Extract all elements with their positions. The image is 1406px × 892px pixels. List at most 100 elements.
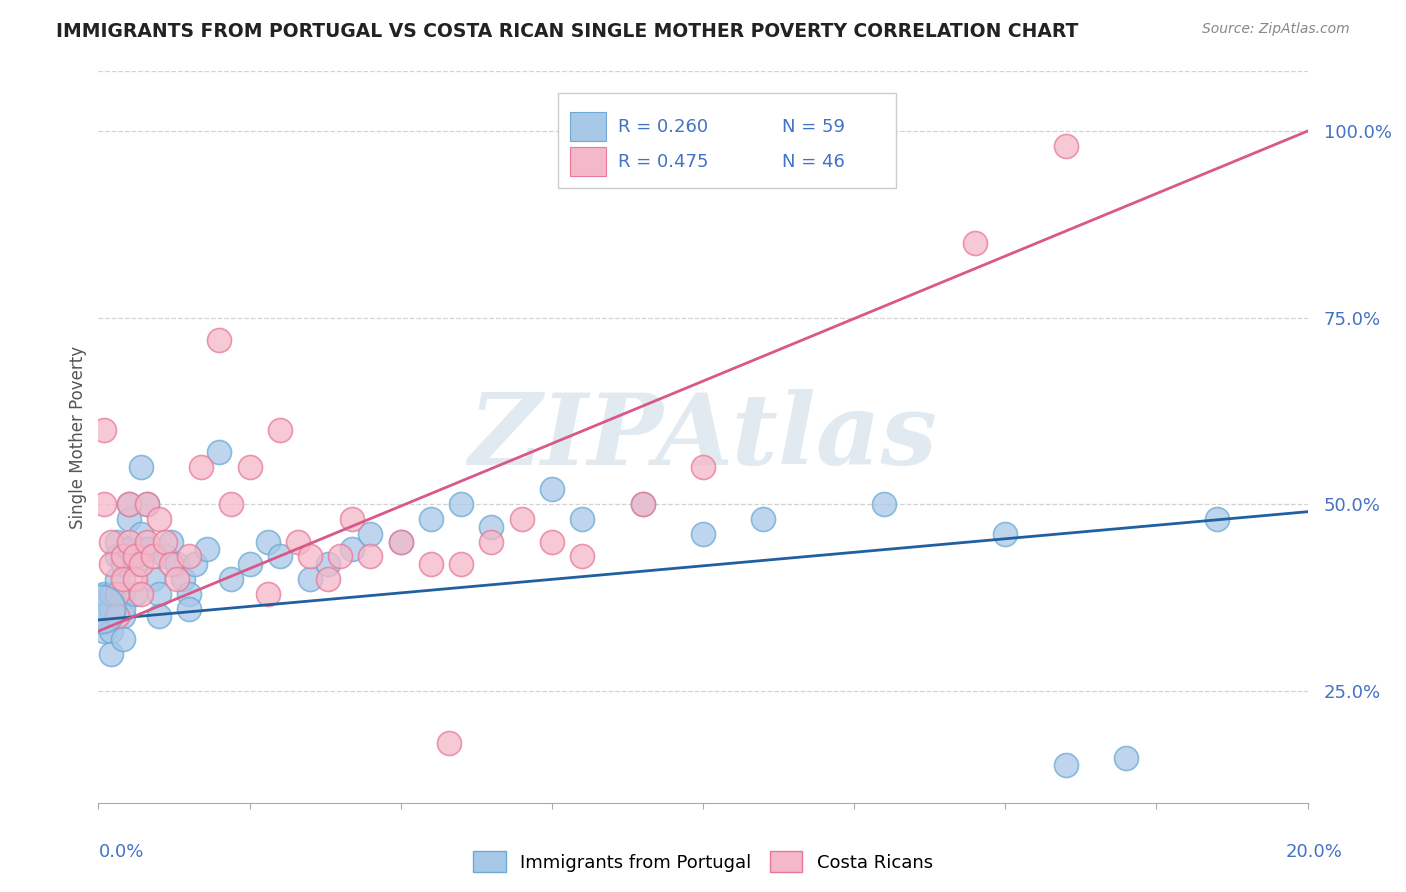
Point [135,542,157,557]
Point [195,542,218,557]
Point [105,609,128,624]
Point [135,497,157,511]
Point [239,459,262,474]
Point [93,423,115,437]
Point [269,549,291,564]
Point [142,572,165,586]
Point [256,587,278,601]
Point [100,601,122,615]
Point [100,587,122,601]
Point [105,534,128,549]
Point [287,534,309,549]
Point [90,601,112,615]
Legend: Immigrants from Portugal, Costa Ricans: Immigrants from Portugal, Costa Ricans [474,852,932,872]
Point [389,534,412,549]
Point [105,572,128,586]
Point [179,587,201,601]
Point [135,497,157,511]
Point [166,557,188,571]
Point [129,557,152,571]
Point [105,587,128,601]
Point [118,497,141,511]
Point [100,534,122,549]
Point [692,459,714,474]
Point [129,587,152,601]
Point [420,557,443,571]
Point [105,549,128,564]
Point [342,512,364,526]
Point [118,534,141,549]
Point [153,534,176,549]
Point [118,542,141,557]
Point [124,587,146,601]
Point [450,557,472,571]
Point [148,609,170,624]
Point [316,572,339,586]
Point [360,527,382,541]
Point [160,534,183,549]
Point [1206,512,1229,526]
Point [389,534,412,549]
Point [124,572,146,586]
Point [105,609,128,624]
Point [118,497,141,511]
Y-axis label: Single Mother Poverty: Single Mother Poverty [69,345,87,529]
Point [1115,751,1137,765]
Text: R = 0.260: R = 0.260 [619,118,709,136]
Point [1054,139,1077,153]
Point [148,512,170,526]
Point [135,534,157,549]
Point [111,609,134,624]
Point [256,534,278,549]
Point [571,512,593,526]
FancyBboxPatch shape [558,94,897,188]
Point [420,512,443,526]
Point [481,534,503,549]
Point [111,587,134,601]
Point [124,557,146,571]
Point [450,497,472,511]
Point [160,557,183,571]
Point [93,587,115,601]
Point [111,632,134,646]
Point [166,572,188,586]
Point [111,557,134,571]
Point [93,624,115,639]
Text: 0.0%: 0.0% [98,843,143,861]
Point [111,549,134,564]
Point [179,549,201,564]
Point [221,572,243,586]
Point [124,549,146,564]
Point [93,497,115,511]
Text: ZIPAtlas: ZIPAtlas [468,389,938,485]
Point [129,459,152,474]
Text: N = 46: N = 46 [782,153,845,170]
Point [342,542,364,557]
Text: R = 0.475: R = 0.475 [619,153,709,170]
Point [994,527,1017,541]
Point [118,512,141,526]
Point [360,549,382,564]
Point [239,557,262,571]
Point [208,445,231,459]
FancyBboxPatch shape [569,112,606,141]
Point [190,459,212,474]
Point [172,572,194,586]
Point [100,647,122,661]
Point [329,549,352,564]
Point [299,549,322,564]
Point [510,512,533,526]
Point [208,333,231,347]
Point [142,549,165,564]
Point [631,497,654,511]
Point [148,587,170,601]
Text: Source: ZipAtlas.com: Source: ZipAtlas.com [1202,22,1350,37]
Point [873,497,896,511]
Point [93,609,115,624]
Point [129,527,152,541]
Point [269,423,291,437]
FancyBboxPatch shape [569,147,606,177]
Text: N = 59: N = 59 [782,118,845,136]
Point [437,736,460,750]
Point [100,624,122,639]
